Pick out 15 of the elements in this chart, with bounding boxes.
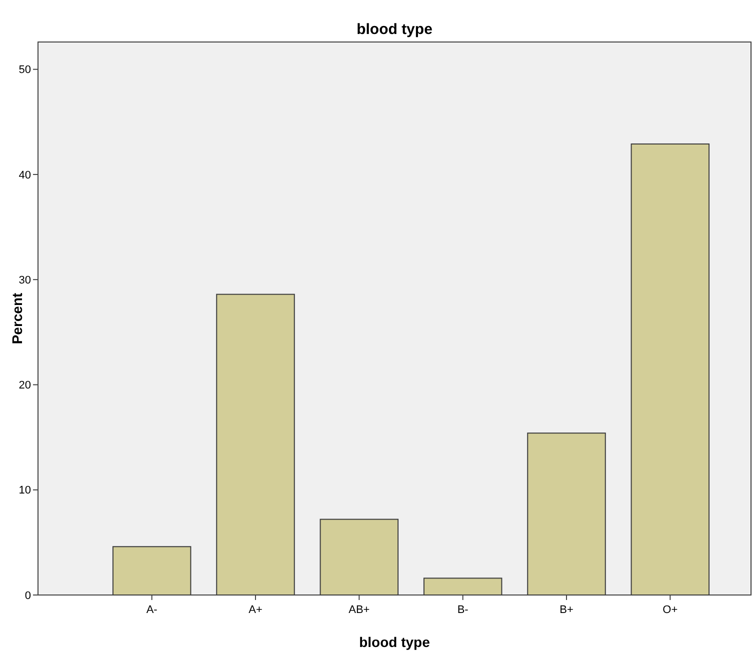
- y-tick-label: 50: [18, 64, 31, 76]
- y-tick-label: 20: [18, 380, 31, 392]
- y-axis-title: Percent: [9, 292, 25, 344]
- x-tick-label: B+: [560, 604, 574, 616]
- x-tick-label: AB+: [348, 604, 370, 616]
- x-tick-label: O+: [662, 604, 678, 616]
- y-tick-label: 0: [24, 590, 31, 602]
- y-tick-label: 40: [18, 169, 31, 182]
- x-axis-title: blood type: [359, 634, 430, 650]
- x-tick-label: B-: [457, 604, 469, 616]
- y-tick-label: 30: [18, 274, 31, 286]
- x-tick-label: A+: [248, 604, 262, 616]
- y-tick-label: 10: [18, 484, 31, 497]
- x-tick-label: A-: [146, 604, 158, 616]
- chart-title: blood type: [356, 21, 432, 38]
